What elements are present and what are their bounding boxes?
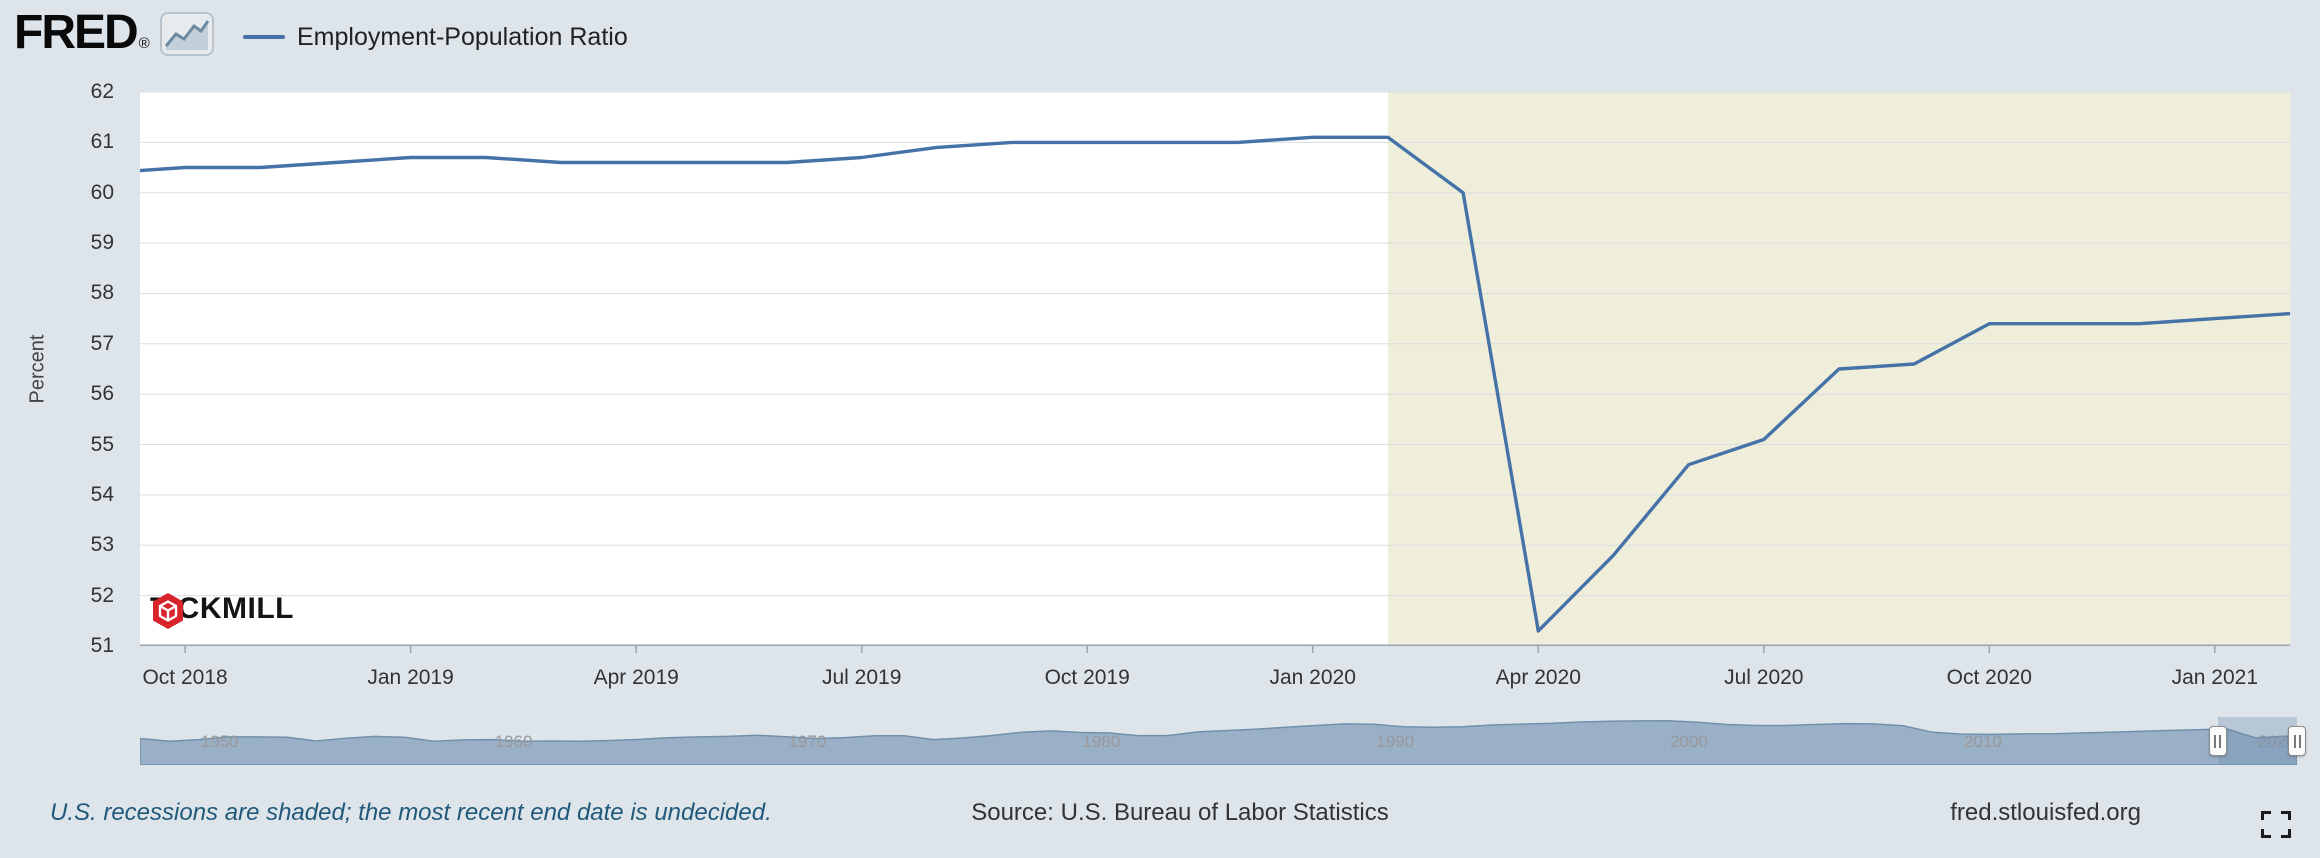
- y-tick-label: 55: [90, 432, 114, 456]
- x-tick-label: Jan 2020: [1269, 666, 1356, 689]
- x-axis: Oct 2018 Jan 2019 Apr 2019 Jul 2019 Oct 2019…: [140, 660, 2290, 692]
- fred-logo-text: FRED: [14, 6, 139, 59]
- x-tick-label: Jan 2021: [2171, 666, 2259, 689]
- decade-label: 1960: [494, 732, 533, 751]
- fred-logo[interactable]: FRED ®: [14, 6, 214, 59]
- tickmill-watermark: TICKMILL: [150, 592, 294, 629]
- source-text: Source: U.S. Bureau of Labor Statistics: [971, 799, 1389, 826]
- tickmill-logo-icon: [153, 593, 183, 629]
- y-tick-label: 61: [90, 130, 114, 154]
- y-tick-label: 62: [90, 80, 114, 103]
- y-tick-label: 51: [90, 634, 114, 657]
- chart-legend: Employment-Population Ratio: [243, 22, 628, 52]
- decade-label: 1980: [1082, 732, 1121, 751]
- decade-label: 1950: [200, 732, 239, 751]
- y-axis: 51 52 53 54 55 56 57 58 59 60 61 62: [0, 80, 128, 657]
- y-tick-label: 57: [90, 331, 114, 355]
- x-tick-label: Oct 2019: [1044, 666, 1130, 689]
- y-tick-label: 58: [90, 281, 114, 305]
- employment-population-line-chart[interactable]: [140, 92, 2290, 654]
- y-tick-label: 60: [90, 180, 114, 204]
- decade-label: 2000: [1670, 732, 1708, 751]
- recession-note: U.S. recessions are shaded; the most rec…: [50, 799, 772, 826]
- decade-label: 1970: [788, 732, 827, 751]
- date-range-navigator[interactable]: 1950 1960 1970 1980 1990 2000 2010 2020: [139, 717, 2306, 766]
- plot-area[interactable]: TICKMILL: [140, 92, 2290, 654]
- legend-line-swatch: [243, 35, 285, 39]
- y-tick-label: 59: [90, 231, 114, 255]
- handle-grip-icon: [2214, 734, 2222, 748]
- x-tick-label: Oct 2018: [142, 666, 228, 689]
- site-link: fred.stlouisfed.org: [1950, 799, 2141, 826]
- x-tick-label: Oct 2020: [1946, 666, 2032, 689]
- decade-label: 2010: [1964, 732, 2002, 751]
- x-tick-label: Jul 2019: [821, 666, 902, 689]
- x-tick-label: Jul 2020: [1724, 666, 1804, 689]
- legend-series-label: Employment-Population Ratio: [297, 22, 628, 51]
- decade-label: 1990: [1376, 732, 1415, 751]
- x-tick-label: Jan 2019: [367, 666, 454, 689]
- x-tick-label: Apr 2019: [593, 666, 679, 689]
- y-tick-label: 53: [90, 533, 114, 557]
- decade-label: 2020: [2257, 732, 2296, 751]
- navigator-decade-labels: 1950 1960 1970 1980 1990 2000 2010 2020: [140, 717, 2297, 765]
- fullscreen-icon[interactable]: [2261, 811, 2291, 838]
- fred-logo-graph-icon: [159, 12, 214, 56]
- navigator-left-handle[interactable]: [2208, 726, 2227, 756]
- registered-mark: ®: [138, 35, 150, 52]
- y-tick-label: 56: [90, 382, 114, 406]
- handle-grip-icon: [2293, 734, 2301, 748]
- navigator-area-chart[interactable]: [139, 717, 2298, 766]
- y-tick-label: 52: [90, 583, 114, 607]
- navigator-selected-window[interactable]: [2217, 717, 2297, 765]
- x-tick-label: Apr 2020: [1495, 666, 1581, 689]
- y-tick-label: 54: [90, 482, 114, 506]
- navigator-right-handle[interactable]: [2288, 726, 2306, 756]
